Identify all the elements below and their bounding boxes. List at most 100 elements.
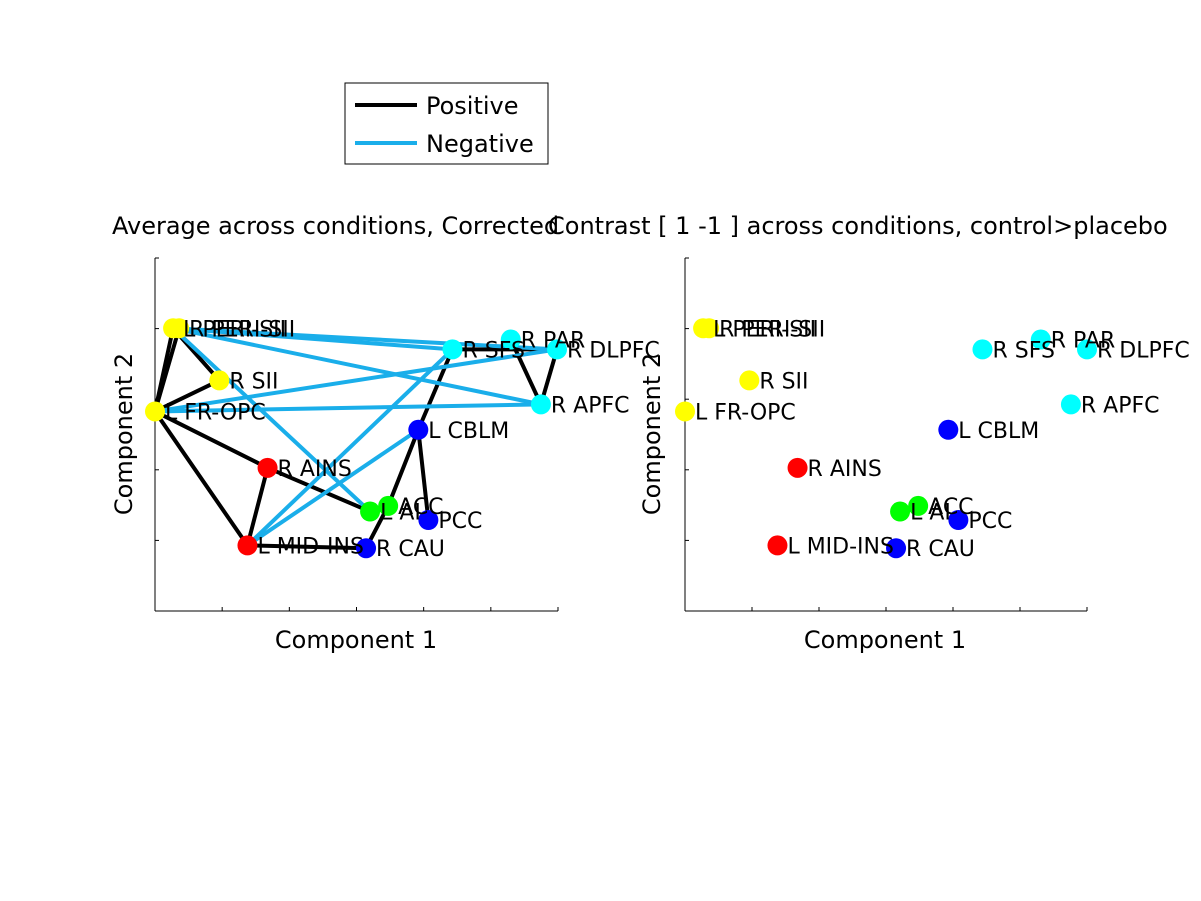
edge-negative-l-peri-sii-l-ai: [171, 326, 373, 514]
x-axis-label-left: Component 1: [275, 626, 437, 654]
node-r-cau: [886, 538, 907, 559]
node-label-r-cau: R CAU: [906, 537, 975, 562]
node-r-par: [500, 329, 521, 350]
edge-negative-l-fr-opc-r-dlpfc: [153, 347, 559, 414]
node-label-l-fr-opc: L FR-OPC: [165, 400, 266, 425]
node-label-l-mid-ins: L MID-INS: [787, 534, 894, 559]
node-label-l-fr-opc: L FR-OPC: [695, 400, 796, 425]
node-label-l-ai: L AI: [380, 501, 421, 526]
node-label-r-cau: R CAU: [376, 537, 445, 562]
node-label-r-ains: R AINS: [278, 457, 352, 482]
edge-positive-l-fr-opc-l-mid-ins: [153, 409, 250, 548]
node-label-l-peri-sii: L PERI-SII: [713, 317, 816, 342]
node-r-par: [1030, 329, 1051, 350]
edge-negative-l-peri-sii-r-dlpfc: [171, 326, 559, 352]
node-label-r-ains: R AINS: [808, 457, 882, 482]
node-l-cblm: [408, 419, 429, 440]
edge-positive-r-sii-l-fr-opc: [153, 378, 222, 414]
node-label-r-apfc: R APFC: [551, 393, 630, 418]
node-label-l-ai: L AI: [910, 501, 951, 526]
node-l-mid-ins: [767, 535, 788, 556]
node-l-fr-opc: [145, 401, 165, 422]
legend-label-negative: Negative: [426, 130, 534, 158]
node-label-pcc: PCC: [968, 509, 1012, 534]
node-label-r-dlpfc: R DLPFC: [567, 338, 660, 363]
node-r-dlpfc: [547, 339, 567, 360]
node-pcc: [948, 510, 969, 531]
edge-positive-l-mid-ins-r-cau: [245, 543, 369, 551]
node-label-r-par: R PAR: [521, 329, 585, 354]
node-label-r-peri-sii: R PERI-SII: [189, 317, 295, 342]
node-r-cau: [356, 538, 377, 559]
node-label-l-cblm: L CBLM: [958, 419, 1039, 444]
node-r-sfs: [972, 339, 993, 360]
node-r-ains: [787, 457, 808, 478]
edge-positive-r-ains-l-mid-ins: [245, 465, 270, 548]
node-acc: [378, 495, 399, 516]
node-label-r-par: R PAR: [1051, 329, 1115, 354]
edge-negative-l-peri-sii-r-apfc: [171, 326, 543, 407]
node-r-apfc: [1060, 394, 1081, 415]
y-ticks-right: [685, 257, 689, 612]
node-label-pcc: PCC: [438, 509, 482, 534]
edges-left: [153, 326, 559, 551]
edge-positive-r-peri-sii-l-fr-opc: [153, 326, 182, 414]
panel-left: Average across conditions, Corrected R P…: [110, 212, 660, 654]
node-label-r-dlpfc: R DLPFC: [1097, 338, 1190, 363]
node-acc: [908, 495, 929, 516]
legend-label-positive: Positive: [426, 92, 519, 120]
node-label-r-sfs: R SFS: [992, 338, 1054, 363]
edge-positive-r-sfs-l-cblm: [416, 347, 455, 432]
edge-negative-l-mid-ins-r-sfs: [245, 347, 455, 548]
node-label-l-mid-ins: L MID-INS: [257, 534, 364, 559]
node-l-peri-sii: [163, 318, 184, 339]
x-ticks-left: [154, 607, 559, 611]
node-r-sfs: [442, 339, 463, 360]
node-l-fr-opc: [675, 401, 695, 422]
nodes-left: [145, 318, 567, 559]
node-label-r-sii: R SII: [229, 369, 278, 394]
edge-positive-r-par-r-apfc: [508, 337, 543, 407]
edge-positive-r-ains-l-ai: [265, 465, 373, 514]
nodes-right: [675, 318, 1097, 559]
chart-title-right: Contrast [ 1 -1 ] across conditions, con…: [548, 212, 1168, 240]
legend-box: [344, 82, 549, 165]
node-label-l-cblm: L CBLM: [428, 419, 509, 444]
y-axis-label-left: Component 2: [110, 353, 138, 515]
y-axis-label-right: Component 2: [638, 353, 666, 515]
legend: Positive Negative: [344, 82, 549, 165]
node-label-r-sfs: R SFS: [462, 338, 524, 363]
node-l-ai: [360, 501, 381, 522]
node-r-sii: [209, 370, 230, 391]
node-r-ains: [257, 457, 278, 478]
node-l-ai: [890, 501, 911, 522]
node-l-cblm: [938, 419, 959, 440]
node-label-r-peri-sii: R PERI-SII: [719, 317, 825, 342]
edge-positive-l-fr-opc-r-ains: [153, 409, 270, 470]
node-pcc: [418, 510, 439, 531]
edge-negative-l-fr-opc-r-apfc: [153, 402, 543, 414]
node-r-sii: [739, 370, 760, 391]
x-axis-label-right: Component 1: [804, 626, 966, 654]
node-label-acc: ACC: [928, 495, 973, 520]
node-r-apfc: [530, 394, 551, 415]
node-l-mid-ins: [237, 535, 258, 556]
edge-negative-l-mid-ins-l-cblm: [245, 427, 421, 548]
chart-title-left: Average across conditions, Corrected: [112, 212, 559, 240]
node-label-r-apfc: R APFC: [1081, 393, 1160, 418]
node-l-peri-sii: [693, 318, 714, 339]
edge-positive-l-cblm-pcc: [416, 427, 431, 523]
node-label-r-sii: R SII: [759, 369, 808, 394]
node-r-dlpfc: [1077, 339, 1097, 360]
node-label-acc: ACC: [398, 495, 443, 520]
edge-positive-l-cblm-acc: [386, 427, 421, 508]
y-ticks-left: [155, 257, 159, 612]
node-label-l-peri-sii: L PERI-SII: [183, 317, 286, 342]
x-ticks-right: [684, 607, 1088, 611]
